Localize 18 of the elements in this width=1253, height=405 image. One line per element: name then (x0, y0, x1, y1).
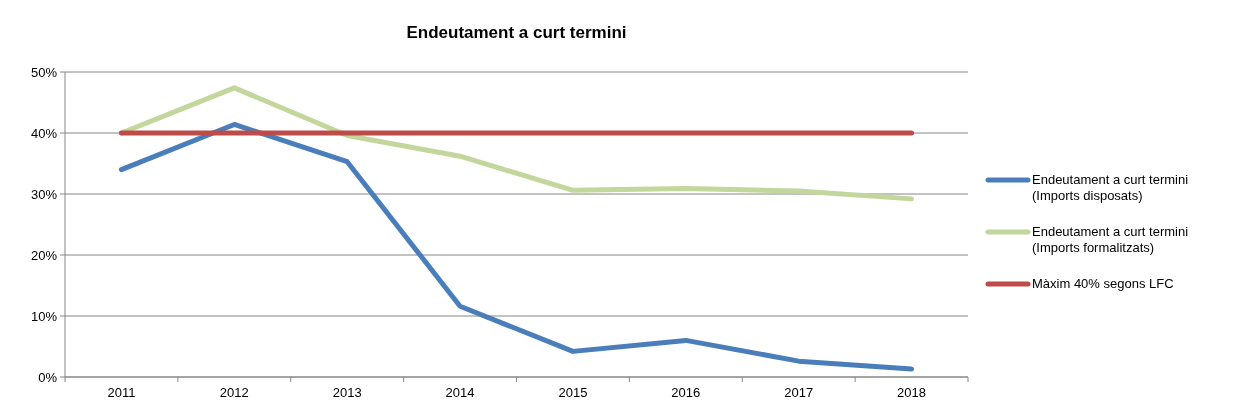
y-tick-label: 0% (38, 369, 58, 385)
y-tick-label: 20% (30, 247, 58, 263)
x-tick-label: 2018 (897, 385, 927, 400)
x-tick-label: 2017 (784, 385, 814, 400)
legend-label: Endeutament a curt termini (Imports disposats) (1032, 172, 1189, 203)
x-tick-label: 2016 (671, 385, 701, 400)
x-tick-label: 2014 (445, 385, 475, 400)
y-tick-label: 50% (30, 64, 58, 80)
x-tick-label: 2012 (219, 385, 249, 400)
x-tick-label: 2013 (332, 385, 362, 400)
y-tick-label: 30% (30, 186, 58, 202)
chart-title: Endeutament a curt termini (406, 23, 627, 42)
legend-label: Endeutament a curt termini (Imports formalitzats) (1032, 224, 1189, 255)
x-tick-label: 2015 (558, 385, 588, 400)
legend-label: Màxim 40% segons LFC (1032, 276, 1174, 291)
y-tick-label: 10% (30, 308, 58, 324)
y-tick-label: 40% (30, 125, 58, 141)
x-tick-label: 2011 (107, 385, 136, 400)
